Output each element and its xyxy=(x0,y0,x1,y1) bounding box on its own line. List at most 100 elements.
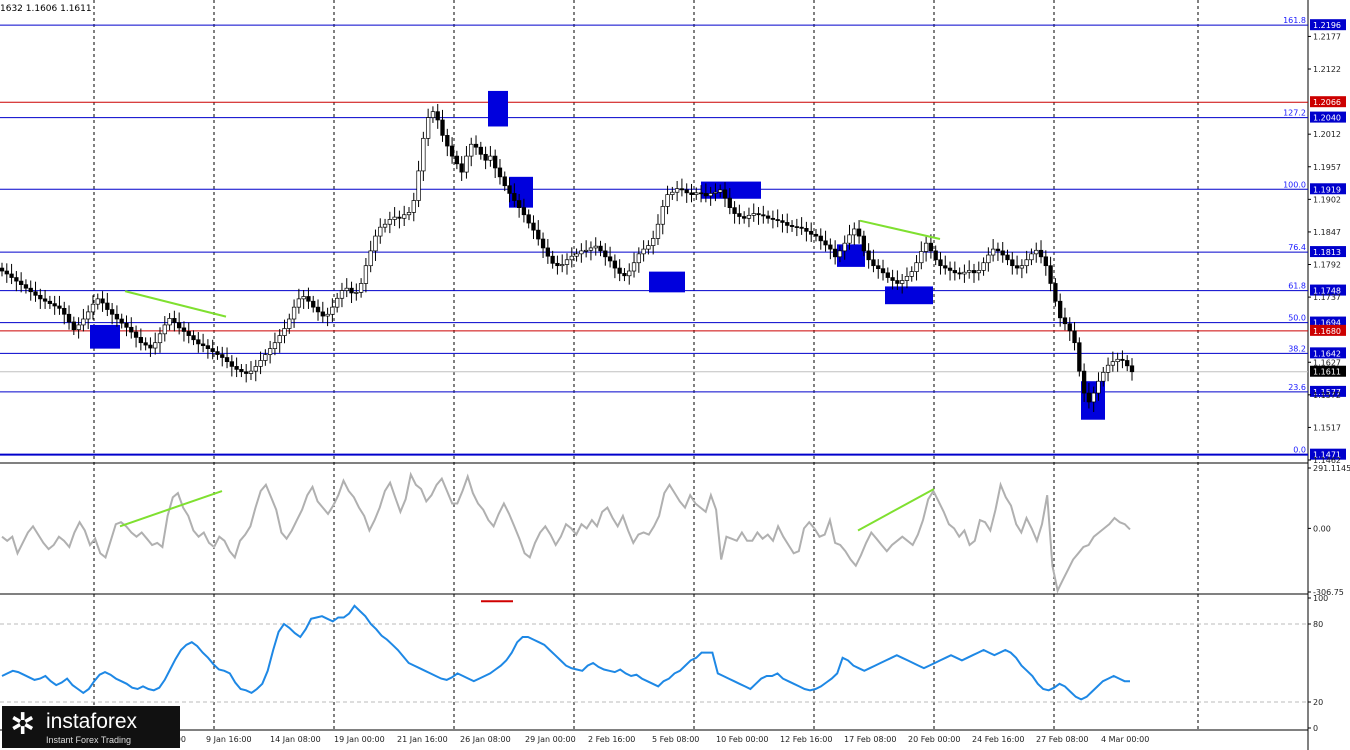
candle-body xyxy=(612,260,618,269)
candle-body xyxy=(531,222,536,231)
candle-body xyxy=(861,235,867,252)
candle-body xyxy=(502,176,507,187)
candle-body xyxy=(545,247,550,257)
candle-body xyxy=(119,318,124,324)
candle-body xyxy=(157,333,163,344)
instaforex-mark-icon: ✲ xyxy=(10,707,36,742)
candle-body xyxy=(928,242,934,252)
candle-body xyxy=(133,331,139,338)
fib-price-tag xyxy=(1310,246,1346,258)
candle-body xyxy=(770,217,776,220)
resistance-price-tag-text: 1.2066 xyxy=(1313,98,1341,107)
candle-body xyxy=(713,191,718,194)
candle-body xyxy=(923,242,929,252)
candle-body xyxy=(670,191,675,195)
fib-level-label: 161.8 xyxy=(1283,16,1306,25)
candle-body xyxy=(679,188,685,191)
resistance-price-tag xyxy=(1310,324,1346,336)
candle-body xyxy=(344,287,349,291)
current-price-tag-text: 1.1611 xyxy=(1313,368,1341,377)
candle-body xyxy=(1091,392,1096,403)
candle-body xyxy=(1101,371,1106,382)
candle-body xyxy=(224,357,230,363)
rsi-series-line xyxy=(1,604,1130,701)
candle-body xyxy=(761,214,766,217)
time-axis-label: 19 Jan 00:00 xyxy=(334,735,385,744)
candle-body xyxy=(167,318,172,326)
signal-box xyxy=(649,271,685,293)
candle-body xyxy=(756,213,761,216)
candle-body xyxy=(335,297,340,308)
candle-body xyxy=(914,262,919,272)
candle-body xyxy=(703,193,709,197)
candle-body xyxy=(28,287,33,293)
candle-body xyxy=(574,253,579,257)
candle-body xyxy=(311,300,316,308)
resistance-price-tag xyxy=(1310,96,1346,108)
candle-body xyxy=(1096,380,1101,394)
rsi-tick-label: 80 xyxy=(1313,620,1323,629)
candle-body xyxy=(425,117,431,139)
fib-price-tag xyxy=(1310,183,1346,195)
price-tick-label: 1.1737 xyxy=(1313,293,1341,302)
candle-body xyxy=(430,111,436,118)
fib-price-tag xyxy=(1310,316,1346,328)
candle-body xyxy=(23,284,29,289)
price-tick-label: 1.1902 xyxy=(1313,195,1341,204)
fib-price-tag-text: 1.1577 xyxy=(1313,388,1341,397)
candle-body xyxy=(411,200,416,213)
candle-body xyxy=(172,318,177,323)
candle-body xyxy=(560,264,565,267)
candle-body xyxy=(1014,265,1020,269)
candle-body xyxy=(823,240,828,246)
fib-price-tag xyxy=(1310,19,1346,31)
candle-body xyxy=(751,213,756,216)
fib-price-tag-text: 1.1813 xyxy=(1313,248,1341,257)
candle-body xyxy=(272,342,278,349)
candle-body xyxy=(349,287,354,294)
candle-body xyxy=(540,238,546,249)
candle-body xyxy=(100,298,105,304)
candle-body xyxy=(42,298,48,302)
candle-body xyxy=(852,228,857,236)
candle-body xyxy=(148,344,153,349)
cci-series-line xyxy=(1,471,1131,594)
price-divergence-line xyxy=(124,290,227,318)
candle-body xyxy=(684,189,689,194)
candle-body xyxy=(306,296,311,302)
candle-body xyxy=(181,327,187,332)
candle-body xyxy=(636,253,641,264)
fib-price-tag-text: 1.1471 xyxy=(1313,451,1341,460)
candle-body xyxy=(1105,364,1111,373)
candle-body xyxy=(14,277,19,282)
candle-body xyxy=(890,277,895,281)
fib-price-tag xyxy=(1310,448,1346,460)
candle-body xyxy=(1029,253,1034,261)
fib-price-tag-text: 1.1748 xyxy=(1313,287,1341,296)
candle-body xyxy=(435,111,440,121)
candle-body xyxy=(780,220,785,223)
candle-body xyxy=(1067,323,1072,332)
candle-body xyxy=(339,290,345,299)
candle-body xyxy=(981,262,986,271)
time-axis-label: 20 Feb 00:00 xyxy=(908,735,960,744)
candle-body xyxy=(421,137,426,172)
candle-body xyxy=(813,233,819,237)
candle-body xyxy=(828,244,833,250)
candle-body xyxy=(1038,249,1044,258)
candle-body xyxy=(622,273,627,277)
candle-body xyxy=(919,251,924,264)
candle-body xyxy=(19,280,24,286)
candle-body xyxy=(86,311,91,320)
candle-body xyxy=(191,335,196,341)
candle-body xyxy=(1058,300,1063,319)
time-axis-label: 4 Mar 00:00 xyxy=(1101,735,1149,744)
candle-body xyxy=(196,339,201,345)
candle-body xyxy=(521,207,527,216)
candle-body xyxy=(363,265,369,284)
candle-body xyxy=(689,192,694,195)
candle-body xyxy=(1053,283,1058,302)
fib-level-label: 127.2 xyxy=(1283,109,1306,118)
candle-body xyxy=(392,216,397,220)
